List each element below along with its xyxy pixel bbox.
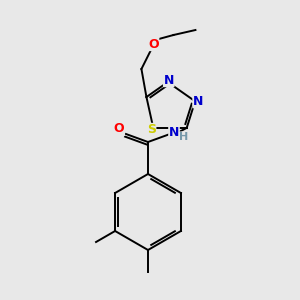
Text: N: N [164,74,174,87]
Text: H: H [179,132,189,142]
Text: S: S [147,123,156,136]
Text: O: O [148,38,159,50]
Text: N: N [169,125,179,139]
Text: O: O [114,122,124,136]
Text: N: N [193,95,203,108]
